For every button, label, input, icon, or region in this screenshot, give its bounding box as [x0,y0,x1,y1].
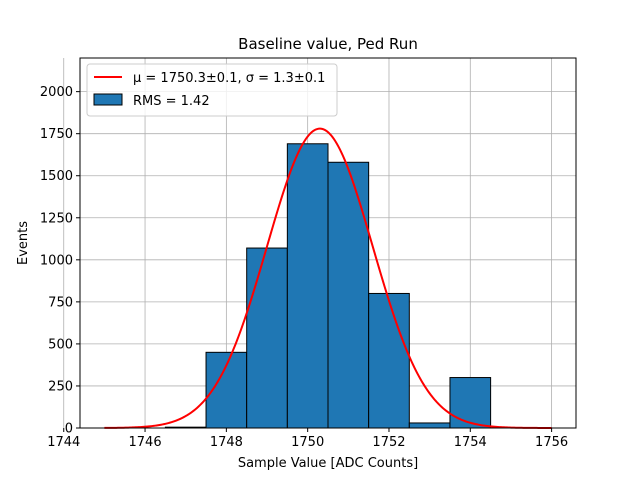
legend-fit-label: μ = 1750.3±0.1, σ = 1.3±0.1 [133,71,325,86]
fit-layer [104,127,552,429]
legend-fit-sigma: σ = 1.3±0.1 [246,71,326,86]
x-tick-label: 1750 [291,435,324,450]
y-tick-label: 250 [48,379,73,394]
histogram-bar [368,292,410,429]
x-tick-label: 1746 [129,435,162,450]
y-tick-label: 1250 [40,211,73,226]
y-axis-label: Events [16,221,31,265]
x-tick-label: 1754 [454,435,487,450]
histogram-bar [327,161,370,429]
y-tick-label: 0 [65,422,73,437]
y-tick-label: 2000 [40,85,73,100]
histogram-bar [286,143,329,429]
histogram-bar [408,422,451,429]
histogram-bar [246,247,288,429]
x-tick-label: 1744 [47,435,80,450]
gaussian-fit-curve [104,127,552,429]
plot-frame [79,57,577,429]
legend-fit-mu: μ = 1750.3±0.1 [133,71,237,86]
y-tick-label: 1500 [40,169,73,184]
y-tick-label: 1750 [40,127,73,142]
histogram-bar [449,377,492,429]
x-tick-label: 1748 [210,435,243,450]
legend-histogram-label: RMS = 1.42 [133,94,210,109]
legend: μ = 1750.3±0.1, σ = 1.3±0.1 RMS = 1.42 [86,63,338,117]
y-tick-label: 500 [48,337,73,352]
x-tick-label: 1752 [372,435,405,450]
x-tick-label: 1756 [535,435,568,450]
legend-fit-separator: , [237,71,245,86]
legend-box [86,63,338,117]
ticks-layer: 1744 1746 1748 1750 1752 1754 1756 0 250 500 750 10… [40,85,568,450]
chart-title: Baseline value, Ped Run [238,35,418,53]
legend-histogram-swatch [93,93,123,106]
x-axis-label: Sample Value [ADC Counts] [238,456,418,471]
y-tick-label: 1000 [40,253,73,268]
y-tick-label: 750 [48,295,73,310]
